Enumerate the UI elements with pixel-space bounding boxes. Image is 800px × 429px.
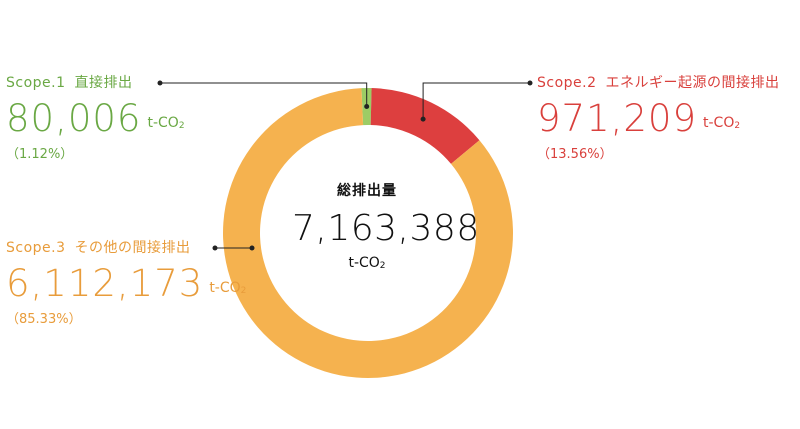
center-total-value: 7,163,388 bbox=[292, 208, 480, 249]
scope2-leader-end-dot bbox=[527, 80, 533, 86]
scope3-name: Scope.3 bbox=[6, 240, 66, 256]
scope1-percent: （1.12%） bbox=[6, 147, 74, 162]
scope1-leader-end-dot bbox=[364, 104, 370, 110]
leader-lines bbox=[157, 80, 533, 251]
scope2-leader-start-dot bbox=[420, 116, 426, 122]
scope3-title: Scope.3 その他の間接排出 bbox=[6, 237, 246, 257]
scope1-leader-start-dot bbox=[157, 80, 163, 86]
scope2-leader-line bbox=[422, 82, 530, 120]
center-title: 総排出量 bbox=[337, 183, 397, 199]
scope3-value-row: 6,112,173 t-CO2 bbox=[6, 265, 246, 302]
scope1-title: Scope.1 直接排出 bbox=[6, 72, 185, 92]
scope2-unit: t-CO2 bbox=[703, 115, 741, 131]
scope1-label-block: Scope.1 直接排出 80,006 t-CO2 （1.12%） bbox=[6, 72, 185, 162]
scope3-leader-end-dot bbox=[249, 245, 255, 251]
scope3-description: その他の間接排出 bbox=[74, 240, 191, 256]
scope3-percent: （85.33%） bbox=[6, 312, 82, 327]
donut-slice-scope2 bbox=[370, 88, 480, 164]
scope2-title: Scope.2 エネルギー起源の間接排出 bbox=[537, 72, 780, 92]
scope1-description: 直接排出 bbox=[74, 75, 133, 91]
scope2-value: 971,209 bbox=[537, 97, 698, 140]
scope1-name: Scope.1 bbox=[6, 75, 66, 91]
scope1-value-row: 80,006 t-CO2 bbox=[6, 100, 185, 137]
scope1-leader-line bbox=[160, 82, 368, 107]
scope2-percent: （13.56%） bbox=[537, 147, 613, 162]
scope3-value: 6,112,173 bbox=[6, 262, 204, 305]
scope1-value: 80,006 bbox=[6, 97, 142, 140]
scope1-unit: t-CO2 bbox=[147, 115, 185, 131]
center-unit: t-CO2 bbox=[348, 255, 386, 271]
donut-center: 総排出量 7,163,388 t-CO2 bbox=[292, 180, 480, 271]
scope2-description: エネルギー起源の間接排出 bbox=[605, 75, 780, 91]
scope2-label-block: Scope.2 エネルギー起源の間接排出 971,209 t-CO2 （13.56%… bbox=[537, 72, 780, 162]
scope2-name: Scope.2 bbox=[537, 75, 597, 91]
scope2-value-row: 971,209 t-CO2 bbox=[537, 100, 780, 137]
scope3-unit: t-CO2 bbox=[209, 280, 247, 296]
scope3-label-block: Scope.3 その他の間接排出 6,112,173 t-CO2 （85.33%） bbox=[6, 237, 246, 327]
scope3-leader-start-dot bbox=[212, 245, 218, 251]
